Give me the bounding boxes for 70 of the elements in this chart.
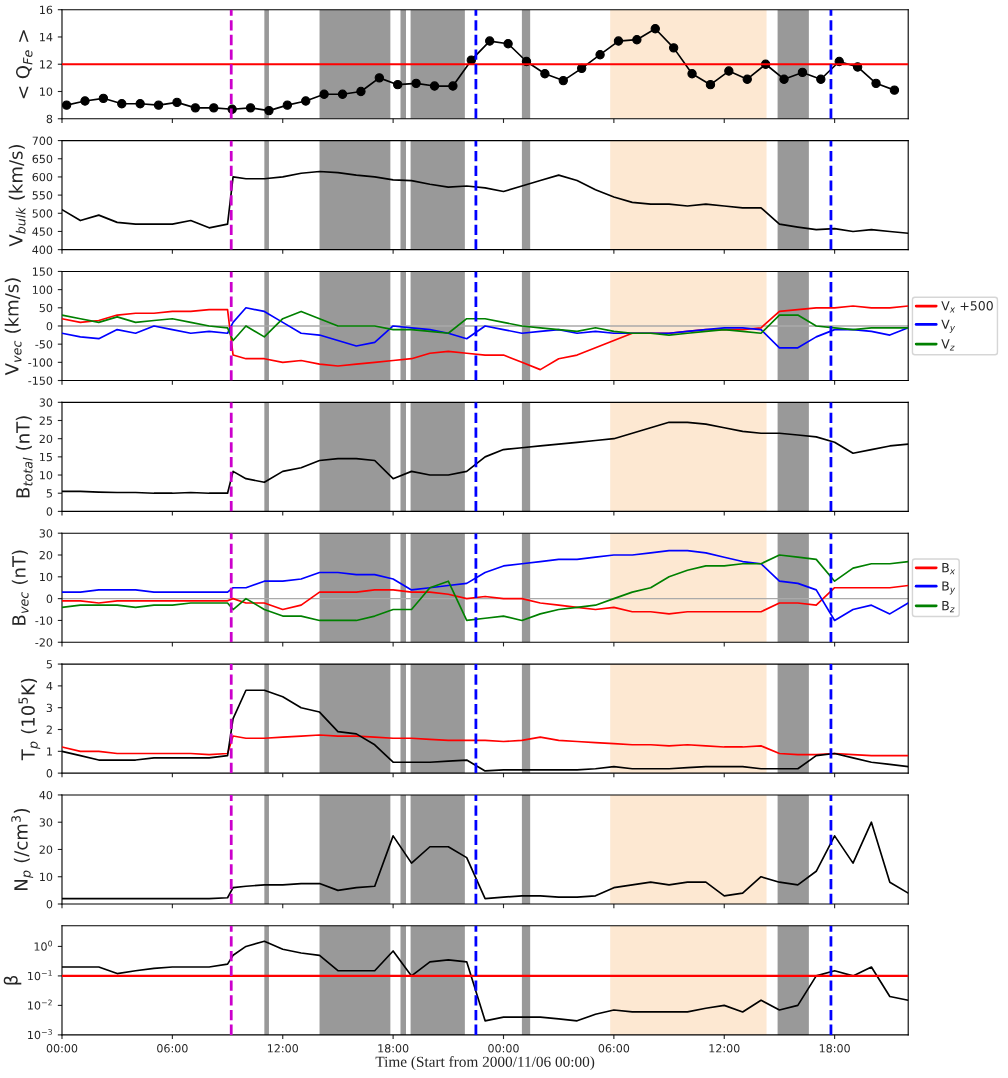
y-tick-label: 5: [46, 489, 52, 498]
y-tick-label: 15: [40, 452, 52, 462]
y-axis-title: < Q$_{Fe}$ >: [15, 30, 33, 99]
y-axis-title: T$_{p}$ (10$^{5}$K): [18, 678, 41, 761]
legend-label: B$_{z}$: [942, 601, 955, 613]
y-tick-label: 400: [32, 245, 53, 255]
y-tick-label: -100: [28, 358, 53, 367]
legend-label: B$_{x}$: [942, 563, 956, 575]
y-tick-label: 10: [40, 87, 53, 96]
y-tick-label: 150: [32, 267, 53, 276]
y-tick-label: 2: [46, 725, 52, 734]
y-tick-label: 700: [32, 136, 53, 145]
y-tick-label: 50: [39, 303, 53, 313]
y-tick-label: 20: [39, 434, 53, 444]
legend-label: V$_{y}$: [941, 319, 956, 333]
y-tick-label: 10: [40, 471, 53, 480]
legend-label: V$_{z}$: [941, 339, 955, 351]
y-tick-label: 30: [39, 818, 53, 827]
x-tick-label: 12:00: [267, 1044, 299, 1053]
y-axis-title: V$_{bulk}$ (km/s): [8, 145, 26, 247]
y-axis-title: V$_{vec}$ (km/s): [4, 278, 22, 376]
y-tick-label: 3: [46, 703, 53, 713]
y-tick-label: 0: [46, 899, 53, 909]
legend-label: V$_{x}$ +500: [941, 301, 993, 313]
y-tick-label: -10: [35, 616, 53, 625]
y-tick-label: 10$^{−2}$: [28, 999, 52, 1010]
y-tick-label: 0: [46, 321, 53, 331]
y-tick-label: 20: [39, 845, 53, 854]
x-tick-label: 18:00: [378, 1044, 409, 1053]
y-axis-title: B$_{total}$ (nT): [15, 416, 33, 498]
y-tick-label: 450: [32, 227, 53, 236]
y-tick-label: 8: [46, 114, 53, 124]
y-tick-label: -150: [28, 376, 53, 385]
x-tick-label: 06:00: [598, 1044, 630, 1053]
y-tick-label: 40: [39, 790, 53, 800]
y-axis-title: β: [3, 975, 22, 985]
y-tick-label: 100: [32, 285, 53, 295]
y-tick-label: 500: [32, 209, 53, 218]
x-tick-label: 00:00: [488, 1044, 519, 1053]
y-tick-label: 10$^{−3}$: [28, 1028, 52, 1040]
y-tick-label: 25: [39, 416, 52, 425]
y-tick-label: 10: [40, 572, 53, 582]
y-tick-label: 12: [40, 60, 52, 69]
y-tick-label: 4: [46, 682, 53, 691]
y-tick-label: -50: [35, 340, 53, 349]
y-tick-label: 0: [46, 769, 53, 778]
x-tick-label: 18:00: [819, 1044, 850, 1053]
y-axis-title: B$_{vec}$ (nT): [11, 550, 29, 625]
x-tick-label: 00:00: [46, 1044, 78, 1053]
x-axis-title: Time (Start from 2000/11/06 00:00): [375, 1056, 595, 1071]
legend-label: B$_{y}$: [942, 581, 956, 595]
y-tick-label: 10$^{−1}$: [28, 970, 52, 981]
y-tick-label: 10: [40, 872, 53, 882]
y-tick-label: 20: [39, 550, 53, 560]
y-tick-label: 14: [40, 33, 53, 42]
y-tick-label: 600: [32, 172, 53, 182]
y-axis-title: N$_{p}$ (/cm$^{3}$): [11, 808, 34, 890]
y-tick-label: -20: [35, 638, 53, 647]
y-tick-label: 16: [40, 5, 53, 15]
y-tick-label: 30: [39, 529, 53, 538]
y-tick-label: 5: [46, 660, 52, 669]
y-tick-label: 1: [47, 747, 52, 756]
y-tick-label: 0: [46, 507, 53, 516]
y-tick-label: 650: [32, 154, 53, 164]
y-tick-label: 550: [32, 191, 53, 200]
x-tick-label: 12:00: [709, 1044, 740, 1053]
y-tick-label: 0: [46, 594, 53, 604]
y-tick-label: 30: [39, 398, 53, 407]
x-tick-label: 06:00: [157, 1044, 188, 1053]
y-tick-label: 10$^{0}$: [34, 940, 53, 951]
